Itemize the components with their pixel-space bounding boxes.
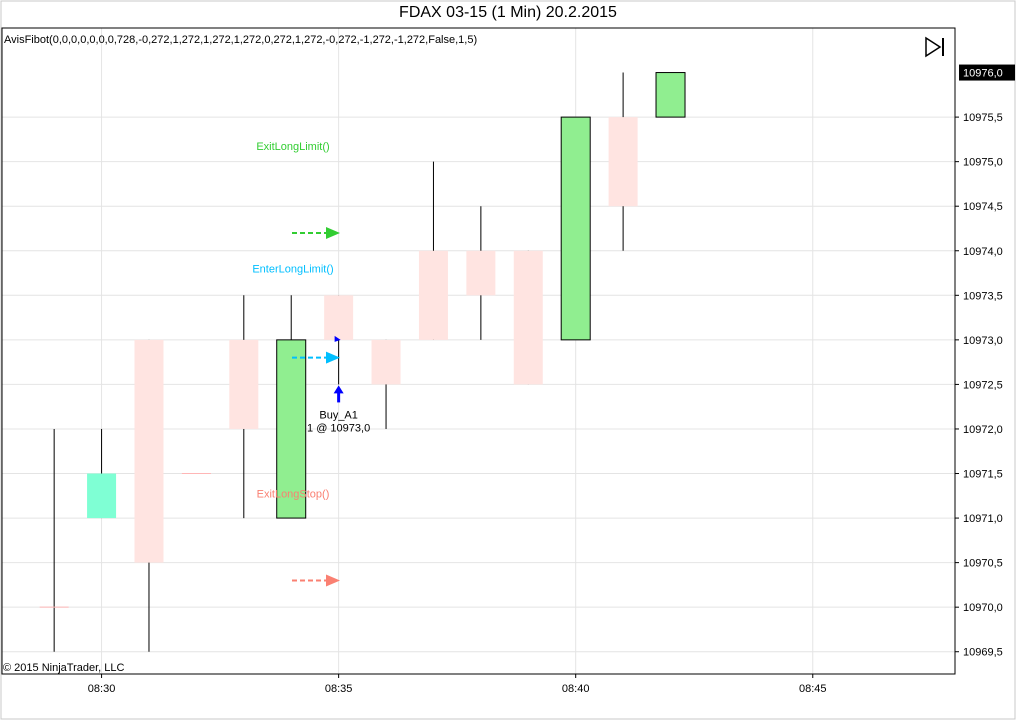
- y-tick-label: 10972,0: [963, 424, 1003, 436]
- order-label: ExitLongLimit(): [256, 141, 329, 153]
- copyright-label: © 2015 NinjaTrader, LLC: [3, 662, 124, 674]
- annotation-layer: ExitLongLimit() EnterLongLimit() ExitLongS…: [252, 141, 370, 587]
- execution-marker: Buy_A11 @ 10973,0: [307, 335, 370, 434]
- y-tick-label: 10975,5: [963, 112, 1003, 124]
- candle: [513, 250, 543, 385]
- chart-title: FDAX 03-15 (1 Min) 20.2.2015: [399, 4, 617, 21]
- candle: [134, 339, 164, 652]
- order-arrow-head: [326, 226, 340, 239]
- y-tick-label: 10969,5: [963, 647, 1003, 659]
- candle: [371, 339, 401, 429]
- candle: [655, 72, 686, 118]
- candle: [418, 161, 448, 340]
- order-arrow-head: [326, 574, 340, 587]
- candle-layer: [39, 72, 686, 652]
- order-arrow-head: [326, 351, 340, 364]
- order-annotation: EnterLongLimit(): [252, 264, 340, 364]
- buy-arrow-head: [333, 385, 344, 394]
- y-tick-label: 10971,0: [963, 513, 1003, 525]
- candle: [608, 72, 638, 251]
- order-annotation: ExitLongLimit(): [256, 141, 340, 239]
- y-tick-label: 10972,5: [963, 379, 1003, 391]
- candle: [39, 428, 69, 652]
- candle: [87, 428, 117, 519]
- order-label: EnterLongLimit(): [252, 264, 333, 276]
- candle-body: [87, 473, 117, 519]
- x-tick-label: 08:40: [562, 683, 590, 695]
- candle-body: [513, 250, 543, 385]
- candle-body: [418, 250, 448, 340]
- candle-body: [134, 339, 164, 563]
- y-tick-label: 10974,0: [963, 246, 1003, 258]
- candle-body: [655, 72, 686, 118]
- y-tick-label: 10973,5: [963, 290, 1003, 302]
- candle-body: [324, 295, 354, 340]
- candle-body: [229, 339, 259, 429]
- y-tick-label: 10973,0: [963, 335, 1003, 347]
- x-tick-label: 08:30: [88, 683, 116, 695]
- x-tick-label: 08:35: [325, 683, 353, 695]
- candle-body: [371, 339, 401, 385]
- indicator-label: AvisFibot(0,0,0,0,0,0,0,728,-0,272,1,272…: [4, 34, 477, 46]
- y-tick-label: 10974,5: [963, 201, 1003, 213]
- last-price-label: 10976,0: [963, 68, 1003, 80]
- execution-label: Buy_A1: [319, 409, 358, 421]
- x-tick-label: 08:45: [799, 683, 827, 695]
- candle: [466, 206, 496, 340]
- play-icon[interactable]: [925, 36, 944, 58]
- y-tick-label: 10975,0: [963, 157, 1003, 169]
- execution-detail: 1 @ 10973,0: [307, 422, 370, 434]
- order-annotation: ExitLongStop(): [257, 488, 340, 587]
- execution-flag: [334, 335, 341, 342]
- candle: [560, 116, 591, 341]
- candle-body: [276, 339, 307, 519]
- order-label: ExitLongStop(): [257, 488, 330, 500]
- candle-body: [608, 117, 638, 207]
- candle-body: [560, 116, 591, 341]
- y-tick-label: 10971,5: [963, 469, 1003, 481]
- y-tick-label: 10970,0: [963, 602, 1003, 614]
- last-price-box: [959, 64, 1015, 81]
- plot-frame: [1, 27, 956, 675]
- y-tick-label: 10970,5: [963, 558, 1003, 570]
- candle: [229, 295, 259, 519]
- candle: [276, 295, 307, 519]
- candle-body: [466, 250, 496, 296]
